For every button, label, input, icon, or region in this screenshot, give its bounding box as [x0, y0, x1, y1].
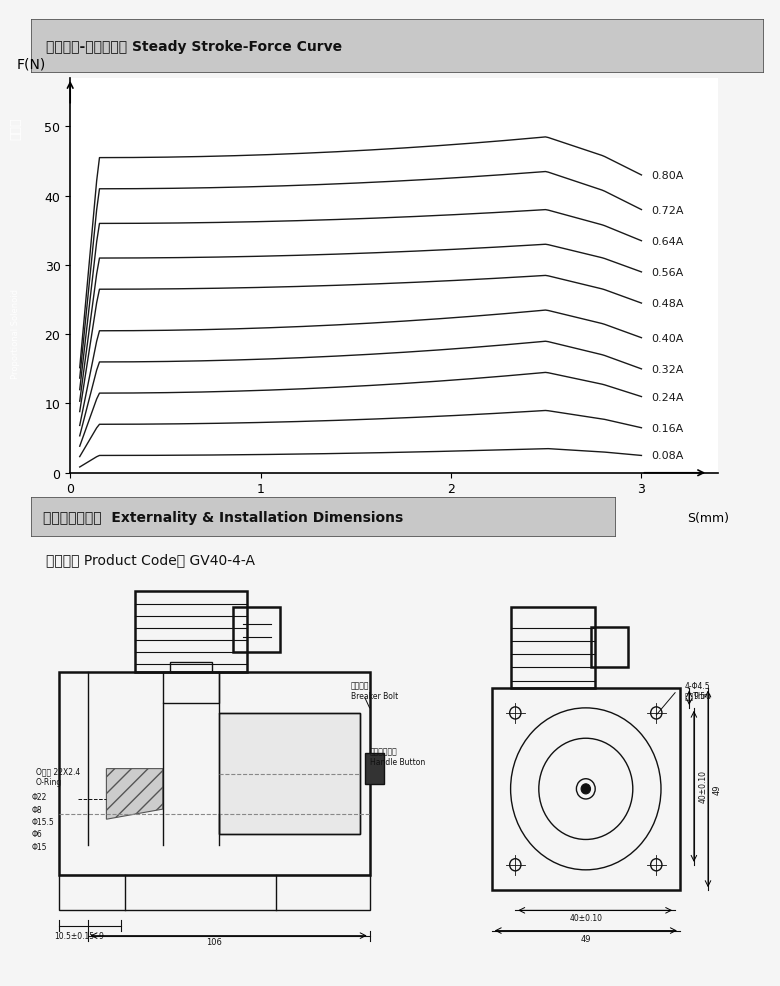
Text: 0.16A: 0.16A: [651, 423, 683, 433]
Text: 比例型: 比例型: [9, 117, 22, 139]
Text: 40±0.10: 40±0.10: [569, 913, 602, 923]
Text: 外形及安装尺寸  Externality & Installation Dimensions: 外形及安装尺寸 Externality & Installation Dimen…: [43, 511, 403, 525]
Text: 0.80A: 0.80A: [651, 171, 683, 180]
Text: 106: 106: [207, 937, 222, 946]
Text: 0.32A: 0.32A: [651, 365, 683, 375]
Text: 0.72A: 0.72A: [651, 205, 683, 215]
Text: 产品型号 Product Code： GV40-4-A: 产品型号 Product Code： GV40-4-A: [46, 552, 255, 567]
Bar: [233, 607, 280, 653]
Text: 0.24A: 0.24A: [651, 392, 683, 402]
Bar: [59, 672, 370, 875]
Text: 排气螺钉: 排气螺钉: [351, 681, 369, 690]
Text: 通孔Thru: 通孔Thru: [685, 691, 711, 700]
Text: 稳态行程-力特性欲线 Steady Stroke-Force Curve: 稳态行程-力特性欲线 Steady Stroke-Force Curve: [46, 39, 342, 54]
Text: 9.5: 9.5: [694, 691, 706, 700]
Bar: [219, 713, 360, 834]
Text: Φ6: Φ6: [31, 829, 42, 838]
Bar: [590, 627, 628, 668]
Text: 10.5±0.15: 10.5±0.15: [55, 931, 95, 940]
Text: Proportional Solenoid: Proportional Solenoid: [11, 288, 20, 379]
Bar: [219, 713, 360, 834]
Text: O-Ring: O-Ring: [36, 777, 62, 786]
Text: 9: 9: [99, 931, 104, 940]
Text: Φ22: Φ22: [31, 792, 47, 802]
Y-axis label: F(N): F(N): [16, 57, 46, 71]
Bar: [492, 688, 680, 890]
Text: 0.40A: 0.40A: [651, 333, 683, 343]
Text: O形圈 22X2.4: O形圈 22X2.4: [36, 767, 80, 776]
Bar: [135, 592, 247, 672]
Text: Φ8: Φ8: [31, 806, 42, 814]
Polygon shape: [106, 769, 163, 819]
Text: Φ15: Φ15: [31, 842, 47, 851]
Text: 4-Φ4.5: 4-Φ4.5: [685, 681, 710, 690]
Text: 0.48A: 0.48A: [651, 299, 683, 309]
Text: 40±0.10: 40±0.10: [699, 769, 707, 803]
Bar: [170, 663, 211, 672]
Bar: [59, 875, 370, 910]
Bar: [163, 672, 219, 703]
Text: 49: 49: [713, 784, 722, 795]
Bar: [365, 753, 384, 784]
Text: Φ15.5: Φ15.5: [31, 817, 54, 826]
Text: Breaker Bolt: Breaker Bolt: [351, 691, 398, 700]
Circle shape: [581, 784, 590, 794]
Text: 手动调节螺钉: 手动调节螺钉: [370, 746, 397, 755]
Text: S(mm): S(mm): [687, 512, 729, 525]
Text: 49: 49: [580, 934, 591, 943]
Text: 0.64A: 0.64A: [651, 237, 683, 246]
Bar: [511, 607, 595, 688]
Text: Handle Button: Handle Button: [370, 757, 425, 766]
Text: 0.08A: 0.08A: [651, 451, 683, 461]
Text: 0.56A: 0.56A: [651, 267, 683, 278]
